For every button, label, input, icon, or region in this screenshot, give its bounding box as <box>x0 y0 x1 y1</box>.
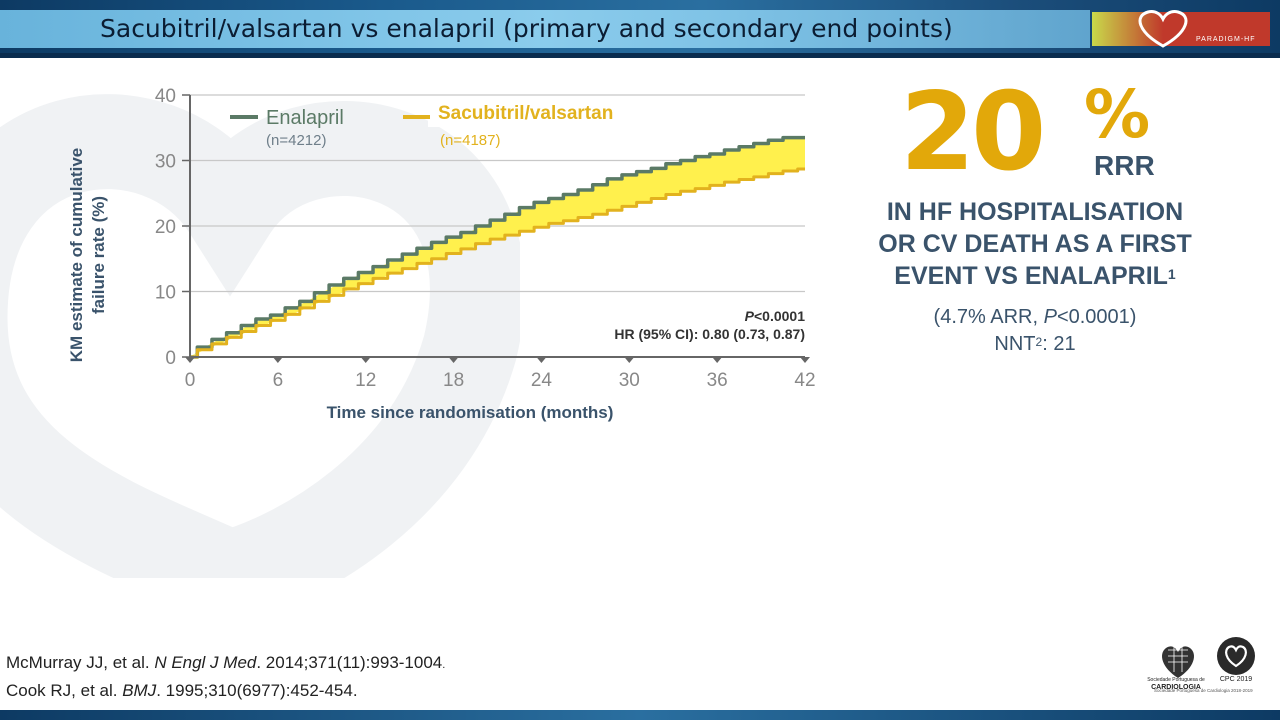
x-tick-mark <box>272 357 283 363</box>
heart-watermark-icon <box>0 94 520 578</box>
x-tick-mark <box>448 357 459 363</box>
ref2-citation: . 1995;310(6977):452-454. <box>156 681 358 700</box>
rrr-stats-line1: (4.7% ARR, P<0.0001) <box>860 304 1210 331</box>
rrr-desc-line2: OR CV DEATH AS A FIRST <box>878 230 1192 258</box>
km-chart: 0 10 20 30 40 0 6 12 18 24 30 36 42 KM estimate of c… <box>67 86 816 422</box>
rrr-big-number: 20 <box>900 70 1046 195</box>
spc-line1: Sociedade Portuguesa de <box>1147 677 1205 683</box>
spc-logo-text: Sociedade Portuguesa de CARDIOLOGIA <box>1140 676 1212 692</box>
y-tick-label: 20 <box>155 217 176 238</box>
y-tick-label: 0 <box>165 348 176 369</box>
hr-annotation: HR (95% CI): 0.80 (0.73, 0.87) <box>614 326 805 342</box>
legend-enalapril-label: Enalapril <box>266 107 344 129</box>
arr-p-value: <0.0001) <box>1056 306 1137 328</box>
legend-enalapril-n: (n=4212) <box>266 132 326 149</box>
rrr-desc-footnote: 1 <box>1167 266 1176 282</box>
rrr-desc-line3: EVENT VS ENALAPRIL <box>894 262 1168 290</box>
ref1-authors: McMurray JJ, et al. <box>6 653 155 672</box>
p-value-annotation: P<0.0001 <box>745 308 806 324</box>
difference-fill-area <box>190 137 805 357</box>
arr-text: (4.7% ARR, <box>933 306 1044 328</box>
x-tick-label: 12 <box>355 370 376 391</box>
ref1-period: . <box>442 659 446 671</box>
header-stripe <box>0 53 1280 58</box>
y-axis-label-line2: failure rate (%) <box>89 196 108 314</box>
cpc-logo-text: CPC 2019 <box>1219 676 1253 683</box>
y-tick-label: 10 <box>155 283 176 304</box>
ref1-citation: . 2014;371(11):993-1004 <box>256 653 443 672</box>
p-value-symbol: P <box>745 308 755 324</box>
legend-sacubitril-n: (n=4187) <box>440 132 500 149</box>
heart-logo-icon <box>1138 10 1188 48</box>
x-tick-label: 0 <box>185 370 196 391</box>
x-tick-mark <box>712 357 723 363</box>
nnt-label: NNT <box>994 333 1036 355</box>
title-band <box>0 10 1090 48</box>
logo-footer-text: Sociedade Portuguesa de Cardiologia 2018… <box>1154 688 1253 693</box>
enalapril-line <box>190 135 805 359</box>
tick-labels: 0 10 20 30 40 0 6 12 18 24 30 36 42 <box>155 86 816 391</box>
y-axis-label-line1: KM estimate of cumulative <box>67 148 86 362</box>
rrr-stats: (4.7% ARR, P<0.0001) NNT2: 21 <box>860 304 1210 358</box>
cpc-heart-logo-icon <box>1217 637 1255 675</box>
x-tick-label: 6 <box>273 370 284 391</box>
slide-title: Sacubitril/valsartan vs enalapril (prima… <box>100 14 953 43</box>
x-tick-label: 24 <box>531 370 553 391</box>
y-tick-label: 40 <box>155 86 176 107</box>
ref2-authors: Cook RJ, et al. <box>6 681 123 700</box>
x-tick-label: 30 <box>619 370 640 391</box>
nnt-value: : 21 <box>1042 333 1076 355</box>
ref1-journal: N Engl J Med <box>154 653 257 672</box>
rrr-stats-line2: NNT2: 21 <box>860 331 1210 358</box>
x-tick-label: 18 <box>443 370 464 391</box>
footer-bar <box>0 710 1280 720</box>
arr-p-symbol: P <box>1043 306 1057 328</box>
rrr-desc-line3-wrap: EVENT VS ENALAPRIL1 <box>860 260 1210 292</box>
legend-sacubitril-label: Sacubitril/valsartan <box>438 103 613 124</box>
brand-name: PARADIGM-HF <box>1196 36 1256 43</box>
rrr-description: IN HF HOSPITALISATION OR CV DEATH AS A F… <box>860 196 1210 292</box>
references: McMurray JJ, et al. N Engl J Med. 2014;3… <box>6 650 445 704</box>
spc-heart-logo-icon <box>1162 646 1194 678</box>
nnt-footnote: 2 <box>1035 335 1043 349</box>
x-tick-mark <box>800 357 810 363</box>
ref2-journal: BMJ <box>122 681 157 700</box>
rrr-desc-line1: IN HF HOSPITALISATION <box>886 198 1184 226</box>
axes <box>182 94 810 363</box>
reference-2: Cook RJ, et al. BMJ. 1995;310(6977):452-… <box>6 678 445 704</box>
sacubitril-valsartan-line <box>190 167 805 359</box>
reference-1: McMurray JJ, et al. N Engl J Med. 2014;3… <box>6 650 445 678</box>
p-value-text: <0.0001 <box>754 308 805 324</box>
x-tick-mark <box>536 357 547 363</box>
x-tick-label: 42 <box>794 370 815 391</box>
x-tick-mark <box>185 357 195 363</box>
x-axis-label: Time since randomisation (months) <box>327 403 614 422</box>
rrr-percent-sign: % <box>1084 76 1151 153</box>
rrr-label: RRR <box>1094 150 1155 181</box>
x-tick-label: 36 <box>707 370 728 391</box>
x-tick-mark <box>624 357 635 363</box>
y-tick-label: 30 <box>155 152 176 173</box>
brand-logo-box <box>1092 12 1270 46</box>
spc-line2: CARDIOLOGIA <box>1151 684 1201 691</box>
x-tick-mark <box>360 357 371 363</box>
legend-sac-background <box>428 97 640 127</box>
